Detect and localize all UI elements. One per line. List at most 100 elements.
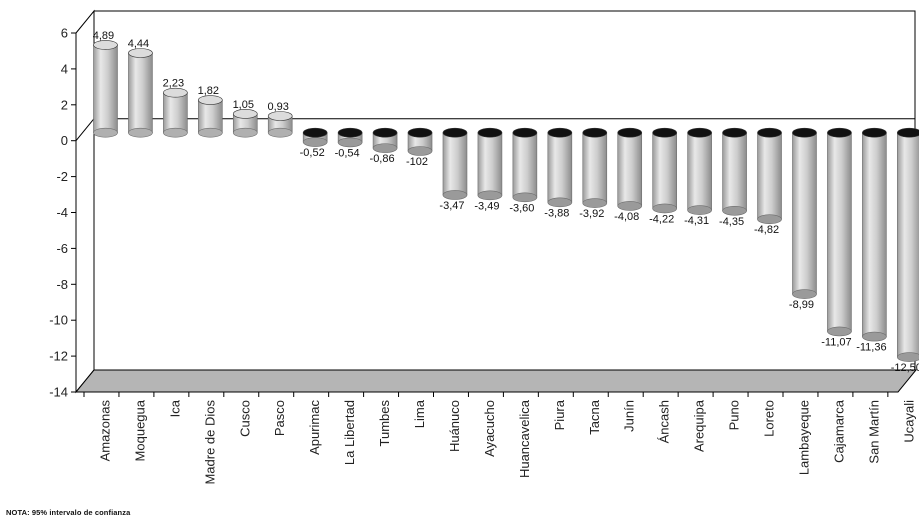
bar-cap (897, 127, 919, 138)
bars-group (93, 40, 919, 362)
y-tick-label: 0 (61, 133, 68, 148)
bar-base (547, 197, 573, 208)
side-wall (75, 9, 95, 394)
bar-body (652, 132, 677, 209)
bar-cap (337, 127, 363, 138)
bar-cap (267, 111, 293, 121)
value-label: -12,50 (891, 362, 919, 374)
bar-cap (582, 127, 608, 138)
value-labels-group: 4,894,442,231,821,05 0,93-0,52 -0,54 -0,86-… (93, 30, 919, 374)
bar-base (267, 127, 293, 138)
value-label: -8,99 (789, 299, 814, 311)
y-axis: 6 4 2 0 -2 -4 -6 -8 -10 -12 -14 (49, 26, 77, 400)
bar-cap (617, 127, 643, 138)
category-label: Ucayali (901, 400, 916, 443)
value-label: 1,82 (198, 85, 219, 97)
bar-chart: 4,894,442,231,821,05 0,93-0,52 -0,54 -0,86-… (49, 9, 919, 485)
y-tick-label: -4 (56, 205, 68, 220)
category-label: Ica (167, 399, 182, 417)
bar-base (372, 143, 398, 153)
bar-cap (128, 48, 153, 58)
bar-body (687, 132, 712, 211)
bar (617, 127, 643, 211)
category-label: Loreto (762, 400, 777, 437)
bar (442, 127, 468, 200)
bar-cap (163, 87, 188, 98)
bar-body (93, 44, 118, 133)
category-label: Ayacucho (482, 400, 497, 457)
bar-body (163, 92, 188, 134)
bar-base (757, 214, 782, 225)
value-label: -3,47 (439, 200, 464, 212)
value-label: -3,60 (509, 202, 534, 214)
bar-cap (512, 127, 538, 138)
value-label: -11,07 (821, 336, 851, 348)
category-label: Piura (552, 399, 567, 430)
category-label: Amazonas (97, 400, 112, 462)
bar (792, 127, 817, 299)
category-label: San Martín (866, 400, 881, 464)
bar (128, 48, 153, 138)
category-label: Madre de Dios (202, 400, 217, 485)
bar-base (93, 127, 118, 138)
value-label: -3,88 (544, 207, 569, 219)
bar-base (128, 127, 153, 138)
bar-cap (232, 109, 258, 119)
bar-base (302, 137, 328, 147)
value-label: 2,23 (163, 78, 184, 90)
bar-base (862, 331, 887, 342)
bar-body (512, 132, 538, 198)
category-label: Arequipa (692, 399, 707, 452)
chart-floor (74, 369, 918, 393)
bar-body (442, 132, 468, 196)
value-label: -0,52 (300, 147, 325, 159)
x-axis: Amazonas Moquegua Ica Madre de Dios Cusco Pas… (76, 391, 916, 485)
bar (163, 87, 188, 138)
bar (512, 127, 538, 203)
y-tick-label: -6 (56, 241, 68, 256)
bar-body (722, 132, 747, 212)
bar-body (862, 132, 887, 337)
bar-body (792, 132, 817, 295)
bar-cap (477, 127, 503, 138)
bar-cap (862, 127, 887, 138)
bar (93, 40, 118, 138)
floor-plane (74, 369, 918, 393)
bar-base (582, 198, 608, 208)
footnote: NOTA: 95% intervalo de confianza (6, 508, 131, 517)
bar (582, 127, 608, 208)
category-label: La Libertad (342, 400, 357, 465)
bar (652, 127, 677, 214)
bar-body (128, 52, 153, 133)
y-tick-label: 6 (61, 26, 68, 41)
bar-cap (792, 127, 817, 138)
value-label: -4,08 (614, 211, 639, 223)
value-label: -3,92 (579, 208, 604, 220)
bar-base (792, 289, 817, 299)
bar-body (617, 132, 643, 207)
y-tick-label: -12 (49, 349, 68, 364)
bar (757, 127, 782, 225)
category-label: Tumbes (377, 400, 392, 447)
bar (722, 127, 747, 216)
bar-base (442, 190, 468, 200)
y-tick-label: -2 (56, 169, 68, 184)
category-label: Pasco (272, 400, 287, 436)
bar (407, 127, 433, 156)
back-wall (93, 10, 916, 371)
value-label: -0,86 (370, 153, 395, 165)
bar-body (547, 132, 573, 203)
value-label: -3,49 (474, 200, 499, 212)
bar-base (897, 352, 919, 362)
bar (232, 109, 258, 138)
value-label: 4,89 (93, 30, 114, 42)
bar-cap (687, 127, 712, 138)
y-tick-label: -10 (49, 313, 68, 328)
bar-base (163, 127, 188, 138)
value-label: -4,22 (649, 213, 674, 225)
value-label: 4,44 (128, 38, 149, 50)
bar-body (198, 99, 223, 133)
value-label: -0,54 (335, 147, 360, 159)
bar-cap (198, 95, 223, 105)
value-label: -4,35 (719, 216, 744, 228)
